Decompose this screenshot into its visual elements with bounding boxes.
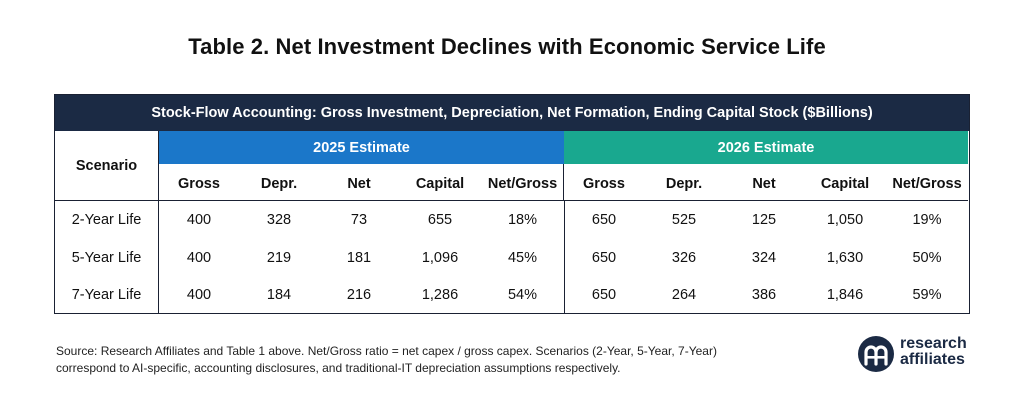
source-line-2: correspond to AI-specific, accounting di… <box>56 361 621 375</box>
subheader-row-2026 <box>564 164 968 201</box>
table-cell: 650 <box>591 250 617 266</box>
col-net-2025: Net <box>347 176 371 192</box>
table-cell: 216 <box>346 287 372 303</box>
table-cell: 50% <box>912 250 942 266</box>
table-cell: 181 <box>346 250 372 266</box>
group-header-2025: 2025 Estimate <box>159 131 564 164</box>
col-depr-2026: Depr. <box>665 176 703 192</box>
col-netgross-2026: Net/Gross <box>892 176 962 192</box>
table-cell: 650 <box>591 212 617 228</box>
table-cell: 45% <box>507 250 538 266</box>
row-label: 2-Year Life <box>55 201 159 239</box>
table-cell: 1,630 <box>826 250 864 266</box>
table-cell: 73 <box>350 212 368 228</box>
table-cell: 219 <box>266 250 292 266</box>
row-label: 7-Year Life <box>55 277 159 313</box>
col-depr-2025: Depr. <box>260 176 298 192</box>
col-gross-2025: Gross <box>178 176 220 192</box>
scenario-header: Scenario <box>55 131 159 201</box>
table-cell: 400 <box>186 212 212 228</box>
table-cell: 54% <box>507 287 538 303</box>
table-cell: 386 <box>751 287 777 303</box>
col-gross-2026: Gross <box>583 176 625 192</box>
col-capital-2025: Capital <box>415 176 465 192</box>
table-cell: 650 <box>591 287 617 303</box>
table-cell: 1,846 <box>826 287 864 303</box>
table-cell: 59% <box>912 287 942 303</box>
col-netgross-2025: Net/Gross <box>487 176 558 192</box>
table-cell: 328 <box>266 212 292 228</box>
table-cell: 525 <box>671 212 697 228</box>
table-cell: 264 <box>671 287 697 303</box>
table-cell: 326 <box>671 250 697 266</box>
table-cell: 125 <box>751 212 777 228</box>
row-label: 5-Year Life <box>55 239 159 277</box>
col-net-2026: Net <box>752 176 776 192</box>
table-cell: 400 <box>186 287 212 303</box>
logo-wordmark: research affiliates <box>900 336 967 368</box>
table-cell: 18% <box>507 212 538 228</box>
table-banner: Stock-Flow Accounting: Gross Investment,… <box>55 95 969 131</box>
table-cell: 1,096 <box>421 250 459 266</box>
logo-line-1: research <box>900 335 967 352</box>
source-note: Source: Research Affiliates and Table 1 … <box>56 343 776 377</box>
source-line-1: Source: Research Affiliates and Table 1 … <box>56 344 717 358</box>
table-cell: 19% <box>912 212 942 228</box>
year-divider <box>564 201 565 313</box>
table-cell: 1,050 <box>826 212 864 228</box>
table-cell: 324 <box>751 250 777 266</box>
table-cell: 655 <box>427 212 453 228</box>
group-header-2026: 2026 Estimate <box>564 131 968 164</box>
col-capital-2026: Capital <box>820 176 870 192</box>
research-affiliates-logo: research affiliates <box>858 334 978 374</box>
table-title: Table 2. Net Investment Declines with Ec… <box>188 34 826 59</box>
table-cell: 1,286 <box>421 287 459 303</box>
logo-mark-icon <box>858 336 894 372</box>
table-cell: 184 <box>266 287 292 303</box>
subheader-row-2025 <box>159 164 564 201</box>
logo-line-2: affiliates <box>900 351 965 368</box>
data-table: Stock-Flow Accounting: Gross Investment,… <box>54 94 970 314</box>
table-cell: 400 <box>186 250 212 266</box>
